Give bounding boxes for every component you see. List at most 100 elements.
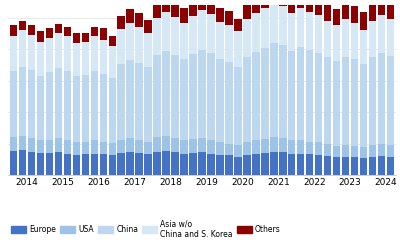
Bar [243, 5, 250, 20]
Bar [360, 12, 367, 29]
Bar [216, 8, 224, 22]
Bar [154, 3, 161, 18]
Bar [28, 24, 35, 34]
Bar [126, 152, 134, 175]
Bar [261, 0, 268, 8]
Bar [324, 21, 332, 57]
Bar [10, 36, 17, 71]
Bar [252, 52, 260, 140]
Bar [270, 137, 278, 152]
Bar [90, 27, 98, 36]
Bar [288, 51, 296, 140]
Bar [126, 10, 134, 23]
Bar [72, 76, 80, 142]
Bar [252, 154, 260, 175]
Bar [225, 62, 233, 144]
Bar [369, 21, 376, 57]
Bar [342, 57, 349, 145]
Bar [306, 142, 314, 154]
Bar [369, 157, 376, 175]
Bar [270, 43, 278, 137]
Bar [351, 146, 358, 157]
Bar [144, 67, 152, 142]
Bar [234, 146, 242, 157]
Bar [360, 30, 367, 64]
Bar [154, 55, 161, 137]
Bar [198, 0, 206, 10]
Bar [243, 57, 250, 142]
Bar [82, 154, 89, 175]
Bar [261, 48, 268, 139]
Bar [171, 138, 179, 152]
Bar [108, 78, 116, 143]
Bar [46, 38, 53, 72]
Bar [82, 33, 89, 42]
Bar [144, 154, 152, 175]
Bar [225, 144, 233, 156]
Bar [37, 140, 44, 153]
Bar [324, 156, 332, 175]
Bar [369, 2, 376, 21]
Bar [118, 140, 125, 153]
Bar [342, 3, 349, 20]
Bar [324, 144, 332, 156]
Bar [118, 153, 125, 175]
Bar [46, 28, 53, 38]
Bar [72, 44, 80, 76]
Bar [216, 155, 224, 175]
Bar [55, 24, 62, 33]
Bar [315, 15, 322, 53]
Bar [297, 140, 304, 153]
Bar [387, 157, 394, 175]
Bar [324, 57, 332, 144]
Bar [28, 138, 35, 152]
Bar [306, 0, 314, 12]
Bar [162, 0, 170, 12]
Bar [333, 61, 340, 146]
Bar [154, 152, 161, 175]
Bar [360, 158, 367, 175]
Bar [288, 12, 296, 51]
Bar [261, 8, 268, 48]
Bar [37, 42, 44, 76]
Bar [108, 36, 116, 46]
Bar [64, 140, 71, 153]
Bar [387, 1, 394, 19]
Bar [198, 50, 206, 138]
Bar [234, 32, 242, 67]
Bar [19, 136, 26, 150]
Bar [342, 20, 349, 57]
Bar [315, 53, 322, 142]
Bar [19, 21, 26, 30]
Bar [10, 137, 17, 151]
Bar [378, 53, 385, 144]
Bar [108, 143, 116, 155]
Bar [154, 137, 161, 152]
Bar [100, 74, 107, 142]
Bar [171, 2, 179, 17]
Bar [162, 151, 170, 175]
Bar [162, 51, 170, 136]
Bar [297, 47, 304, 140]
Bar [207, 154, 215, 175]
Bar [243, 20, 250, 57]
Bar [180, 140, 188, 153]
Bar [351, 23, 358, 59]
Bar [90, 154, 98, 175]
Bar [118, 64, 125, 140]
Bar [270, 2, 278, 43]
Bar [378, 144, 385, 156]
Bar [126, 23, 134, 60]
Bar [279, 138, 286, 152]
Bar [315, 0, 322, 15]
Bar [162, 12, 170, 51]
Bar [243, 155, 250, 175]
Bar [279, 45, 286, 138]
Bar [189, 153, 197, 175]
Bar [171, 17, 179, 55]
Bar [216, 22, 224, 59]
Bar [279, 152, 286, 175]
Bar [297, 154, 304, 175]
Bar [351, 6, 358, 23]
Bar [279, 6, 286, 45]
